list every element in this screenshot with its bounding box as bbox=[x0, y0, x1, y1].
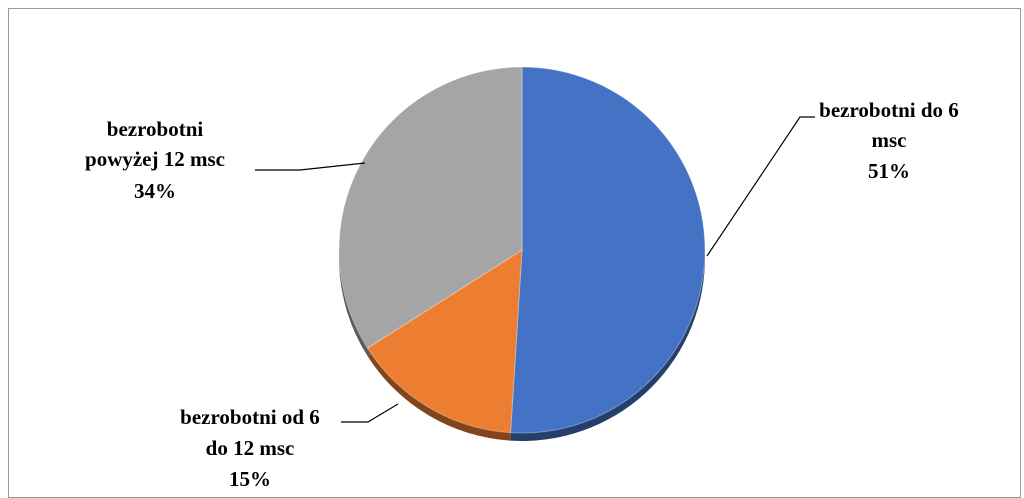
data-label-2-line-1: powyżej 12 msc bbox=[85, 147, 225, 171]
data-label-2-line-2: 34% bbox=[134, 179, 176, 203]
data-labels: bezrobotni do 6 msc 51% bezrobotni od 6 do 1… bbox=[85, 98, 959, 491]
pie-slice-2 bbox=[338, 66, 523, 349]
data-label-1-line-0: bezrobotni od 6 bbox=[180, 405, 320, 429]
pie-slice-0 bbox=[509, 66, 706, 434]
pie-slice-1 bbox=[366, 249, 523, 434]
data-label-1-line-1: do 12 msc bbox=[206, 436, 295, 460]
data-label-0-line-0: bezrobotni do 6 bbox=[819, 98, 959, 122]
data-label-0-line-1: msc bbox=[872, 128, 907, 152]
leader-line-1 bbox=[341, 403, 399, 423]
leader-lines bbox=[255, 116, 815, 423]
pie-slices bbox=[338, 66, 706, 434]
data-label-1-line-2: 15% bbox=[229, 467, 271, 491]
data-label-2-line-0: bezrobotni bbox=[107, 117, 204, 141]
leader-line-2 bbox=[255, 162, 366, 171]
data-label-0-line-2: 51% bbox=[868, 159, 910, 183]
leader-line-0 bbox=[706, 116, 815, 257]
